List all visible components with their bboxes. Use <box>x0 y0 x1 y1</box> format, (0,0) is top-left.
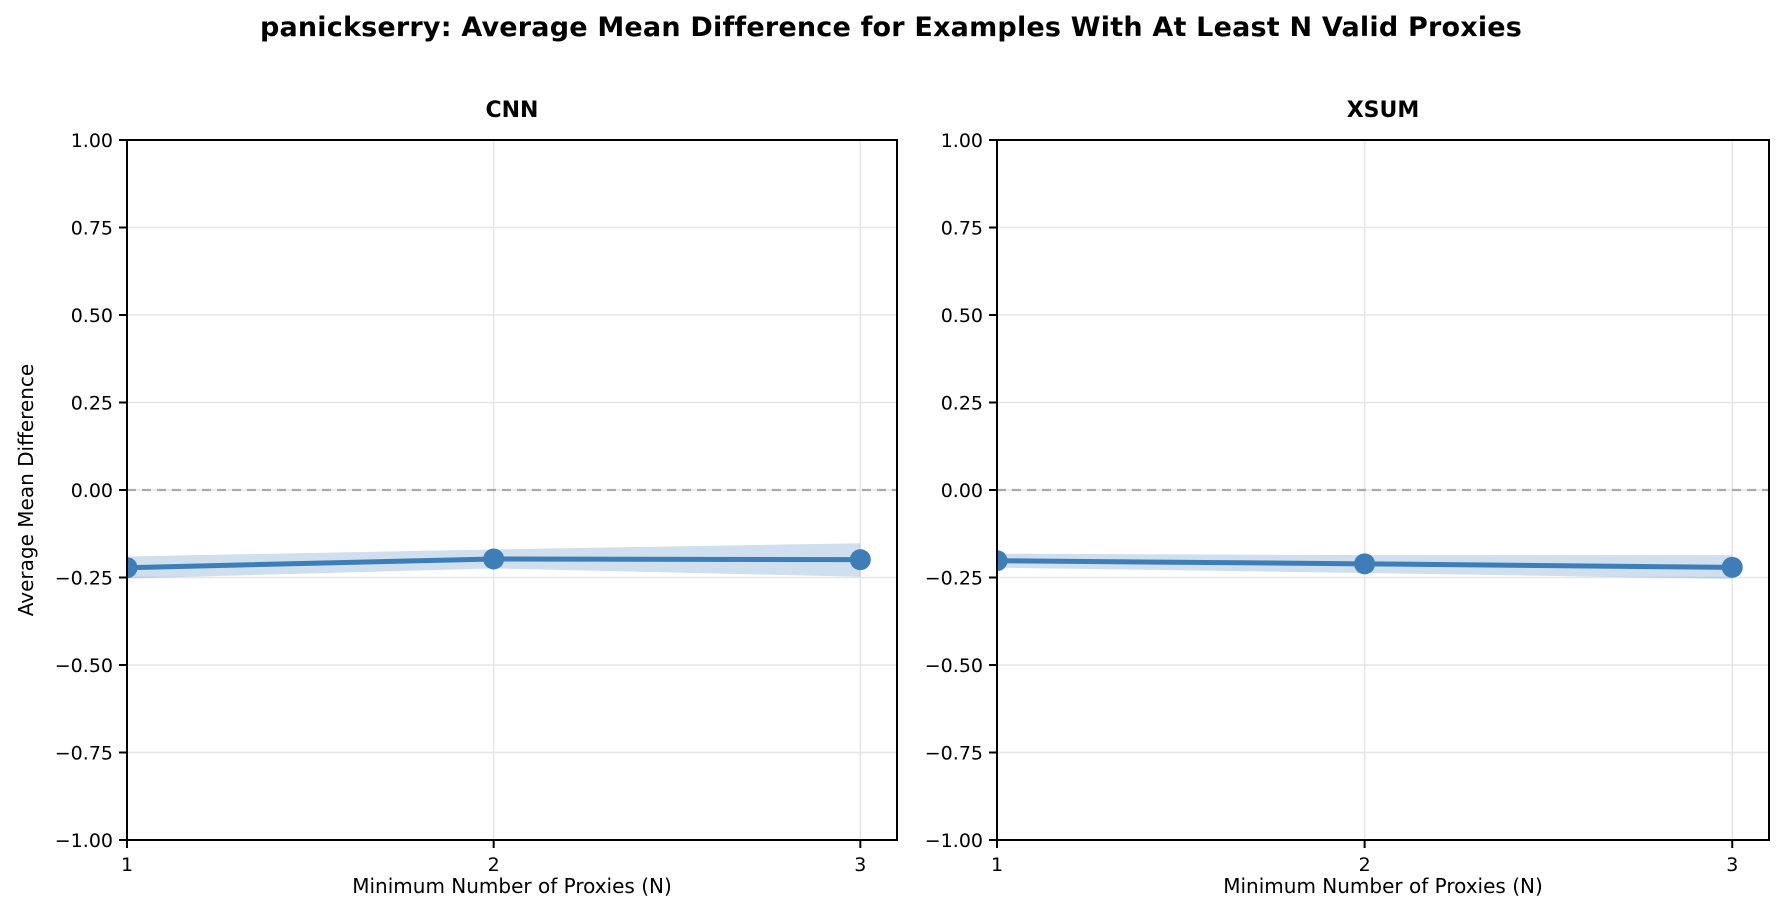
y-tick-label: −1.00 <box>55 830 113 852</box>
y-tick-label: 0.75 <box>941 218 983 240</box>
y-tick-label: 1.00 <box>941 130 983 152</box>
y-tick-label: 0.50 <box>941 305 983 327</box>
y-tick-label: 1.00 <box>71 130 113 152</box>
subplot-title-cnn: CNN <box>485 98 539 123</box>
data-point-marker <box>127 557 138 579</box>
x-tick-label: 3 <box>1726 854 1738 876</box>
subplot-title-xsum: XSUM <box>1346 98 1420 123</box>
subplot-cnn: 1.00 0.75 0.50 0.25 0.00 −0.25 −0.50 −0.75 −1.00… <box>55 130 898 876</box>
y-tick-label: −0.75 <box>925 743 983 765</box>
y-tick-label: 0.25 <box>71 393 113 415</box>
x-tick-label: 3 <box>854 854 866 876</box>
y-tick-label: −0.25 <box>925 568 983 590</box>
x-tick-label: 2 <box>488 854 500 876</box>
y-tick-label: 0.25 <box>941 393 983 415</box>
y-tick-label: −0.50 <box>925 655 983 677</box>
y-tick-label: 0.75 <box>71 218 113 240</box>
data-point-marker <box>849 549 871 571</box>
x-axis-label-cnn: Minimum Number of Proxies (N) <box>352 874 672 898</box>
data-point-marker <box>1721 556 1743 578</box>
y-tick-label: 0.00 <box>941 480 983 502</box>
figure-title: panickserry: Average Mean Difference for… <box>259 12 1523 43</box>
y-tick-label: 0.50 <box>71 305 113 327</box>
x-tick-label: 1 <box>991 854 1003 876</box>
data-point-marker <box>483 548 505 570</box>
y-tick-label: −0.50 <box>55 655 113 677</box>
data-point-marker <box>997 550 1008 572</box>
x-axis-label-xsum: Minimum Number of Proxies (N) <box>1223 874 1543 898</box>
y-tick-label: −0.25 <box>55 568 113 590</box>
data-point-marker <box>1354 553 1376 575</box>
x-tick-label: 2 <box>1359 854 1371 876</box>
subplot-xsum: 1.00 0.75 0.50 0.25 0.00 −0.25 −0.50 −0.75 −1.00… <box>925 130 1770 876</box>
y-tick-label: −1.00 <box>925 830 983 852</box>
x-tick-label: 1 <box>121 854 133 876</box>
y-tick-label: 0.00 <box>71 480 113 502</box>
y-tick-label: −0.75 <box>55 743 113 765</box>
